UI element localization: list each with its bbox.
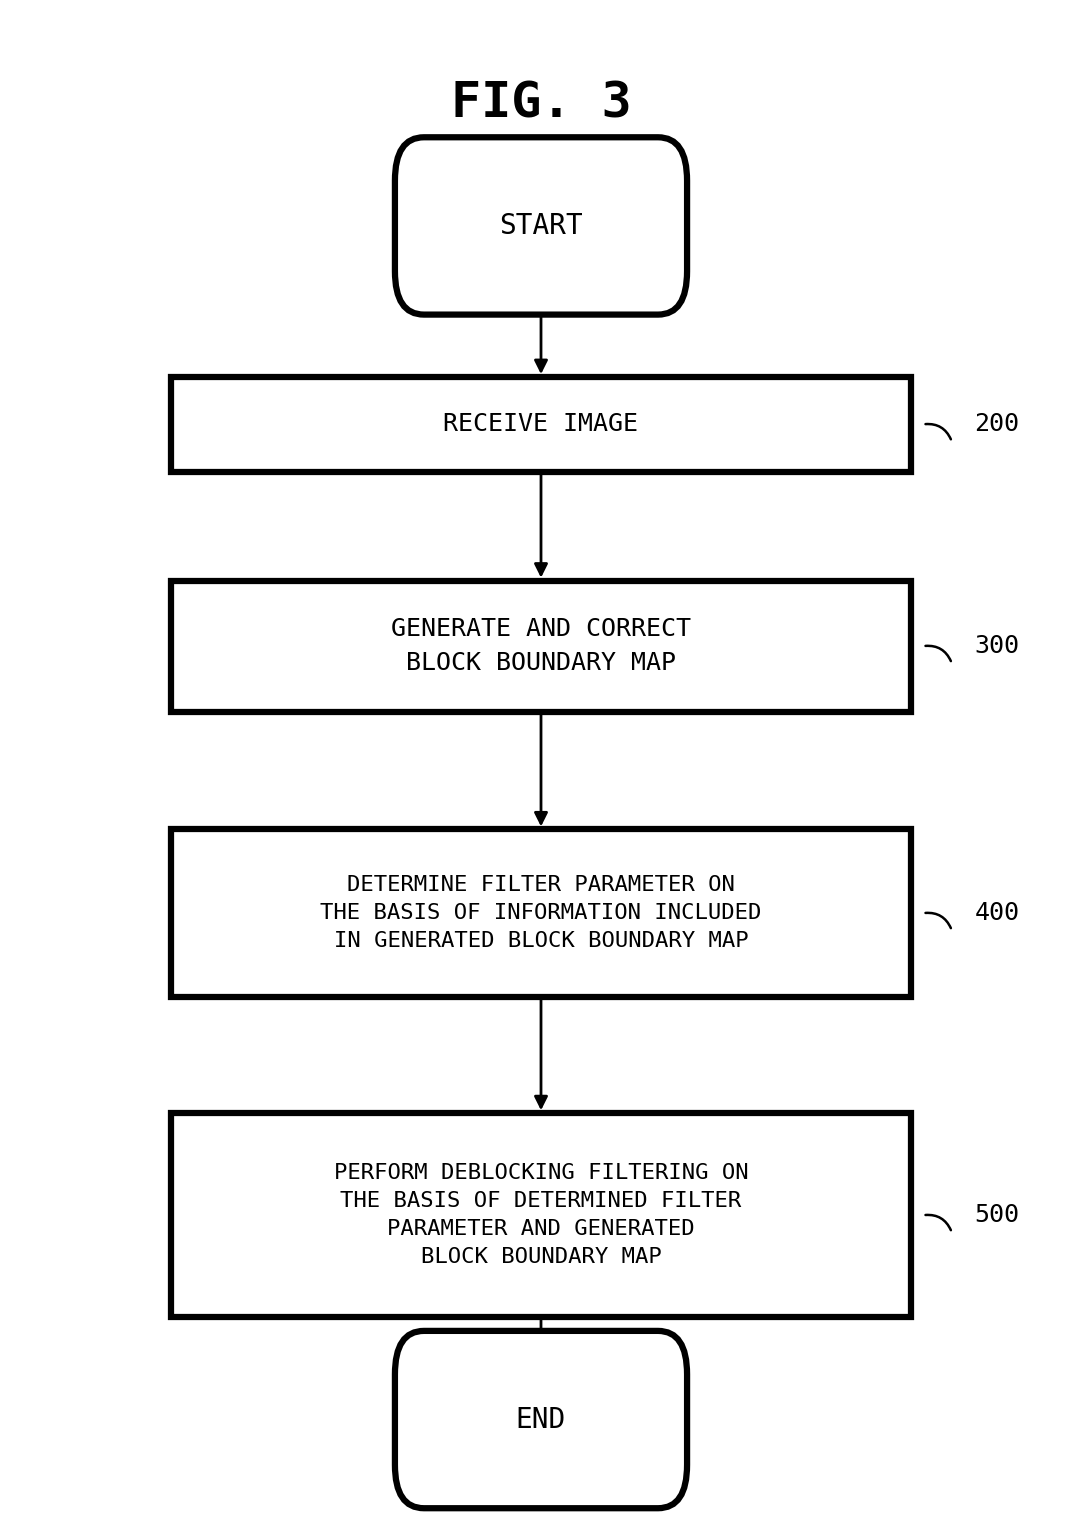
Text: 300: 300	[974, 634, 1019, 658]
Text: 500: 500	[974, 1204, 1019, 1227]
Text: 200: 200	[974, 412, 1019, 436]
Text: END: END	[516, 1406, 566, 1433]
FancyBboxPatch shape	[395, 137, 687, 315]
Text: START: START	[499, 211, 583, 240]
Text: DETERMINE FILTER PARAMETER ON
THE BASIS OF INFORMATION INCLUDED
IN GENERATED BLO: DETERMINE FILTER PARAMETER ON THE BASIS …	[320, 876, 762, 952]
Text: RECEIVE IMAGE: RECEIVE IMAGE	[444, 412, 638, 436]
Text: GENERATE AND CORRECT
BLOCK BOUNDARY MAP: GENERATE AND CORRECT BLOCK BOUNDARY MAP	[391, 617, 691, 675]
FancyBboxPatch shape	[395, 1332, 687, 1508]
Text: FIG. 3: FIG. 3	[450, 79, 632, 128]
FancyBboxPatch shape	[171, 377, 911, 471]
FancyBboxPatch shape	[171, 830, 911, 997]
Text: 400: 400	[974, 901, 1019, 926]
Text: PERFORM DEBLOCKING FILTERING ON
THE BASIS OF DETERMINED FILTER
PARAMETER AND GEN: PERFORM DEBLOCKING FILTERING ON THE BASI…	[333, 1163, 749, 1268]
FancyBboxPatch shape	[171, 581, 911, 711]
FancyBboxPatch shape	[171, 1113, 911, 1318]
